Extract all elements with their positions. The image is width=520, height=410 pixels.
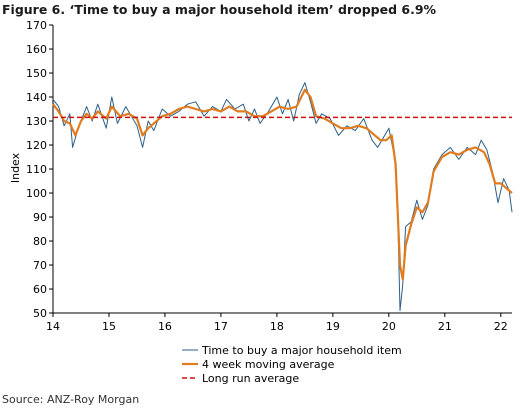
x-tick-label: 20: [382, 320, 396, 333]
y-tick-label: 50: [33, 307, 47, 320]
y-axis: 50 60 70 80 90 100 110 120 130 140 150 160 170: [26, 19, 54, 320]
series-line-2: [52, 88, 513, 281]
y-tick-label: 150: [26, 67, 47, 80]
y-tick-label: 110: [26, 163, 47, 176]
legend-label-1: Time to buy a major household item: [201, 344, 402, 357]
x-tick-label: 21: [438, 320, 452, 333]
y-tick-label: 160: [26, 43, 47, 56]
x-tick-label: 14: [46, 320, 60, 333]
y-tick-label: 90: [33, 211, 47, 224]
x-tick-label: 16: [158, 320, 172, 333]
source-note: Source: ANZ-Roy Morgan: [2, 393, 140, 406]
y-tick-label: 130: [26, 115, 47, 128]
y-tick-label: 80: [33, 235, 47, 248]
x-axis: 14 15 16 17 18 19 20 21 22: [46, 312, 512, 333]
y-tick-label: 100: [26, 187, 47, 200]
y-tick-label: 70: [33, 259, 47, 272]
x-tick-label: 18: [270, 320, 284, 333]
y-tick-label: 140: [26, 91, 47, 104]
chart-title: Figure 6. ‘Time to buy a major household…: [2, 2, 437, 17]
x-tick-label: 19: [326, 320, 340, 333]
legend-label-2: 4 week moving average: [202, 358, 335, 371]
y-tick-label: 60: [33, 283, 47, 296]
x-tick-label: 22: [494, 320, 508, 333]
y-axis-label: Index: [9, 152, 22, 183]
legend-label-3: Long run average: [202, 372, 299, 385]
x-tick-label: 15: [102, 320, 116, 333]
series-line-1: [52, 82, 513, 312]
y-tick-label: 170: [26, 19, 47, 32]
plot-area: [52, 82, 513, 312]
y-tick-label: 120: [26, 139, 47, 152]
x-tick-label: 17: [214, 320, 228, 333]
